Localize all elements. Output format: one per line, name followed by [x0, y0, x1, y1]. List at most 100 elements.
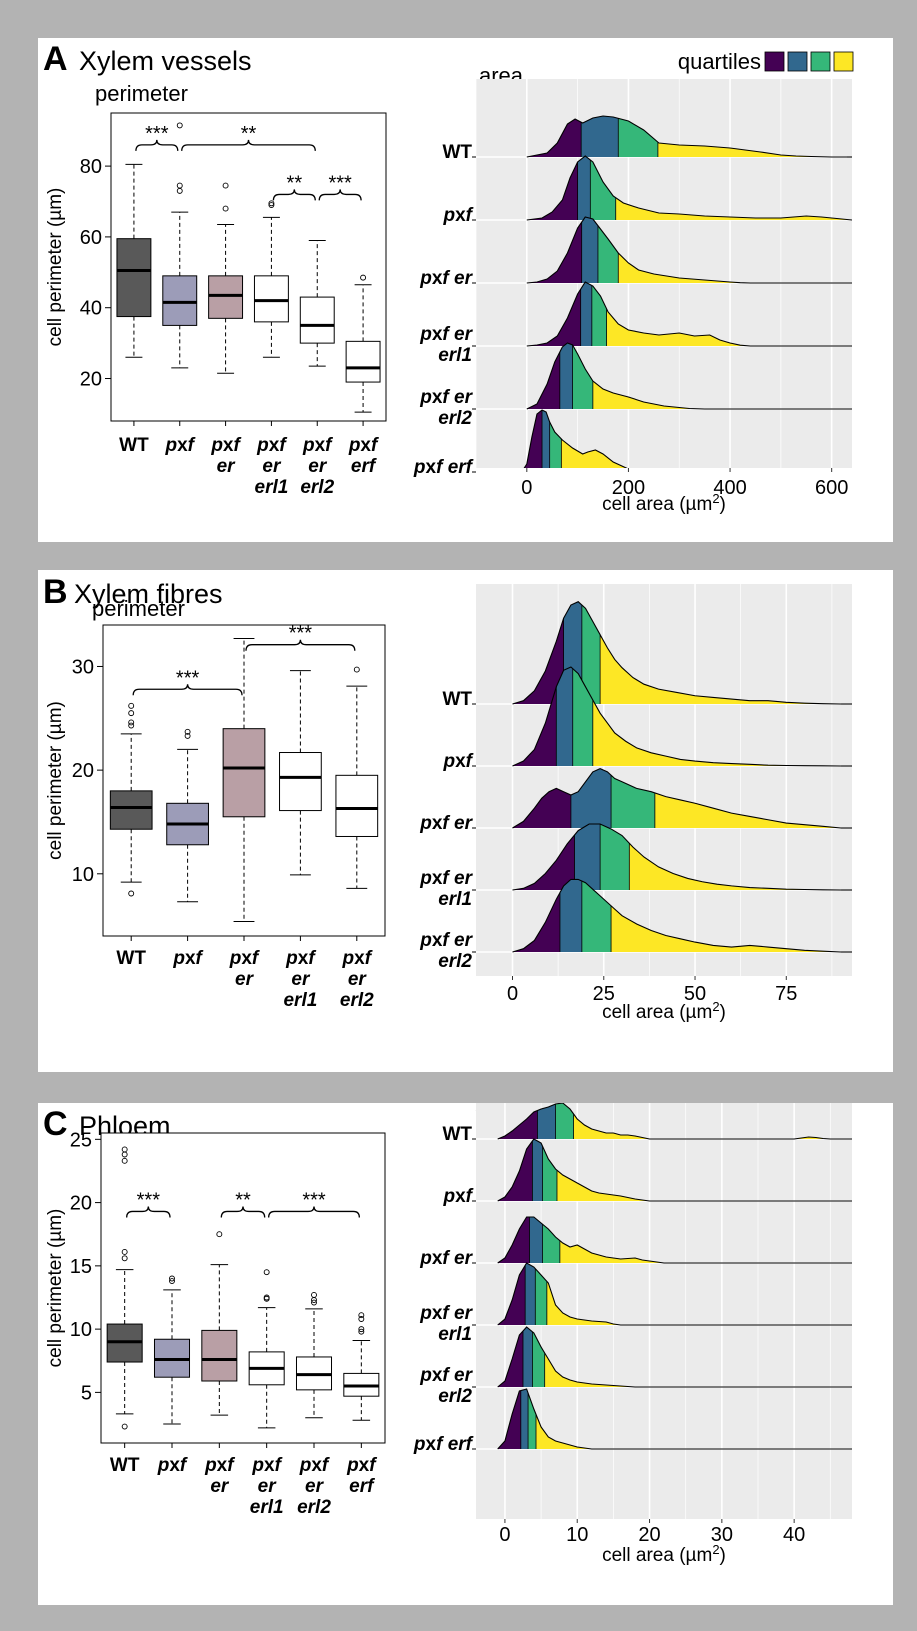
x-axis-label: cell area (µm2): [602, 491, 726, 515]
y-tick-label: 60: [80, 227, 102, 249]
x-tick-label-line-2: erl2: [297, 1497, 331, 1518]
quartile-area-3: [528, 1393, 537, 1449]
quartile-area-2: [529, 1217, 543, 1263]
significance-bracket: ***: [135, 123, 179, 151]
row-label-line-0: pxf: [442, 751, 473, 772]
density-outline: [497, 1138, 852, 1202]
x-axis-label: cell area (µm2): [602, 1542, 726, 1566]
density-outline: [512, 666, 852, 767]
row-label-line-0: pxf er: [419, 813, 473, 834]
quartile-area-4: [657, 142, 847, 157]
x-tick-label-line-1: er: [258, 1476, 278, 1497]
outlier-point: [268, 202, 275, 208]
quartile-area-3: [532, 1331, 545, 1387]
ridge-row-wt: [497, 1103, 852, 1140]
row-label-sub-line-0: erl1: [438, 889, 472, 910]
density-outline: [497, 1388, 852, 1450]
x-tick-label: 0: [499, 1524, 510, 1546]
box-iqr: [162, 275, 198, 326]
outlier-point: [121, 1146, 128, 1153]
x-tick-label-line-0: WT: [110, 1455, 140, 1476]
row-label-pxf: pxf: [442, 751, 476, 772]
quartile-area-3: [572, 668, 593, 766]
quartile-area-3: [590, 160, 616, 220]
y-tick-label: 5: [81, 1382, 92, 1404]
significance-label: ***: [328, 172, 352, 194]
quartile-area-2: [559, 343, 573, 409]
x-tick-label: 50: [684, 983, 706, 1005]
row-label-wt: WT: [442, 142, 476, 163]
quartile-area-4: [592, 700, 842, 766]
box-iqr: [253, 275, 289, 323]
row-label-line-0: WT: [442, 142, 472, 163]
box-iqr: [345, 340, 381, 383]
significance-label: ***: [289, 623, 313, 645]
x-tick-label-line-1: er: [348, 969, 368, 990]
outlier-point: [176, 182, 183, 189]
row-label-line-0: WT: [442, 1124, 472, 1145]
x-tick-label-line-2: erl1: [250, 1497, 284, 1518]
quartile-area-3: [555, 1103, 574, 1139]
quartile-area-2: [574, 824, 601, 890]
box-wt: WT: [106, 1146, 143, 1476]
box-pxf: pxf: [166, 728, 209, 969]
outlier-point: [263, 1294, 270, 1301]
significance-bracket: **: [272, 172, 316, 201]
row-label-line-0: pxf er: [419, 1303, 473, 1324]
significance-bracket: ***: [268, 1189, 360, 1218]
outlier-point: [268, 200, 275, 207]
row-label-sub-line-0: erl1: [438, 1324, 472, 1345]
quartile-area-4: [654, 792, 842, 828]
y-tick-label: 20: [72, 760, 94, 782]
box-iqr: [116, 238, 152, 318]
significance-bracket: ***: [126, 1189, 171, 1218]
x-tick-label-line-0: pxf: [229, 948, 260, 969]
x-tick-label: 30: [711, 1524, 733, 1546]
x-tick-label-line-1: er: [235, 969, 255, 990]
outlier-point: [184, 728, 191, 735]
quartile-area-3: [581, 605, 601, 704]
x-tick-label-line-2: erl2: [300, 477, 334, 498]
x-tick-label-line-2: erl1: [255, 477, 289, 498]
y-tick-label: 10: [72, 864, 94, 886]
x-tick-label-line-0: pxf: [256, 435, 287, 456]
ridge-plot-area: [476, 584, 852, 976]
ridge-row-pxf: [526, 155, 852, 221]
box-iqr: [279, 752, 322, 812]
quartile-area-3: [597, 225, 619, 283]
ridge-row-pxf-erf: [497, 1388, 852, 1450]
quartile-area-4: [592, 381, 705, 409]
density-outline: [526, 155, 852, 221]
row-label-line-0: pxf erf: [413, 457, 474, 478]
quartile-area-1: [524, 410, 543, 468]
y-axis-label: cell perimeter (µm): [45, 1209, 66, 1368]
legend-swatch-q2: [787, 51, 808, 72]
quartile-area-3: [600, 824, 630, 890]
outlier-point: [311, 1292, 317, 1298]
panel-title: Xylem vessels: [79, 46, 252, 76]
boxplot-title: perimeter: [95, 81, 188, 106]
outlier-point: [358, 1316, 365, 1322]
x-tick-label-line-0: pxf: [348, 435, 379, 456]
x-tick-label-line-1: erf: [349, 1476, 375, 1497]
row-label-pxf-erf: pxf erf: [413, 1434, 476, 1455]
figure-phloem: CPhloemperimeterarea510152025cell perime…: [43, 1103, 852, 1566]
ridge-row-pxf: [497, 1138, 852, 1202]
outlier-point: [358, 1312, 365, 1319]
quartile-area-3: [542, 1146, 557, 1201]
significance-bracket: ***: [132, 667, 243, 696]
ridge-row-pxf-er: [497, 1216, 852, 1264]
significance-bracket: ***: [245, 623, 356, 651]
row-label-sub-line-0: erl2: [438, 408, 472, 429]
panel-letter: C: [43, 1105, 68, 1143]
x-tick-label: 0: [521, 477, 532, 499]
outlier-point: [169, 1275, 175, 1282]
row-label-line-0: pxf er: [419, 868, 473, 889]
